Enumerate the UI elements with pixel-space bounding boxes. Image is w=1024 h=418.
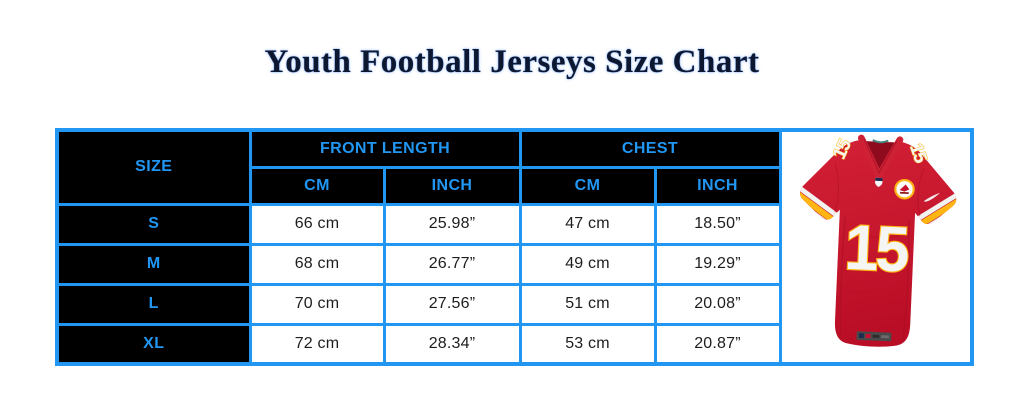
team-patch-icon (894, 178, 915, 199)
row-size-label: S (55, 202, 252, 246)
collar-seam (863, 138, 898, 174)
cell-chest-inch: 18.50” (653, 202, 782, 246)
cell-chest-inch: 20.87” (653, 322, 782, 366)
column-group-front-length: FRONT LENGTH (248, 128, 522, 169)
column-group-chest: CHEST (518, 128, 782, 169)
cell-chest-inch: 20.08” (653, 282, 782, 326)
cell-chest-cm: 49 cm (518, 242, 657, 286)
size-chart-table: SIZE FRONT LENGTH CHEST (55, 128, 974, 366)
jersey-body (799, 139, 957, 347)
jersey-product-image: 15 15 15 (778, 128, 974, 366)
column-header-size: SIZE (55, 128, 252, 206)
subheader-chest-cm: CM (518, 165, 657, 206)
cell-front-cm: 66 cm (248, 202, 386, 246)
cell-chest-cm: 53 cm (518, 322, 657, 366)
table-row-xl: XL 72 cm 28.34” 53 cm 20.87” (55, 322, 972, 366)
cell-front-inch: 26.77” (382, 242, 522, 286)
cell-front-inch: 25.98” (382, 202, 522, 246)
chest-number: 15 (843, 212, 909, 285)
subheader-front-inch: INCH (382, 165, 522, 206)
cell-chest-cm: 47 cm (518, 202, 657, 246)
row-size-label: L (55, 282, 252, 326)
subheader-chest-inch: INCH (653, 165, 782, 206)
cell-front-inch: 27.56” (382, 282, 522, 326)
row-size-label: M (55, 242, 252, 286)
jock-tag (856, 330, 892, 341)
cell-front-inch: 28.34” (382, 322, 522, 366)
cell-front-cm: 72 cm (248, 322, 386, 366)
football-jersey-illustration: 15 15 15 (793, 134, 959, 347)
cell-chest-inch: 19.29” (653, 242, 782, 286)
swoosh-icon (924, 192, 940, 202)
cell-front-cm: 68 cm (248, 242, 386, 286)
table-row-l: L 70 cm 27.56” 51 cm 20.08” (55, 282, 972, 326)
collar-back-trim (872, 138, 889, 143)
table-row-s: S 66 cm 25.98” 47 cm 18.50” (55, 202, 972, 246)
table-row-m: M 68 cm 26.77” 49 cm 19.29” (55, 242, 972, 286)
collar-opening (865, 140, 895, 172)
nfl-shield-icon (874, 177, 883, 187)
cell-front-cm: 70 cm (248, 282, 386, 326)
row-size-label: XL (55, 322, 252, 366)
subheader-front-cm: CM (248, 165, 386, 206)
jersey-seams (834, 163, 925, 341)
cell-chest-cm: 51 cm (518, 282, 657, 326)
page-title: Youth Football Jerseys Size Chart (264, 44, 760, 80)
collar-band (857, 134, 904, 179)
